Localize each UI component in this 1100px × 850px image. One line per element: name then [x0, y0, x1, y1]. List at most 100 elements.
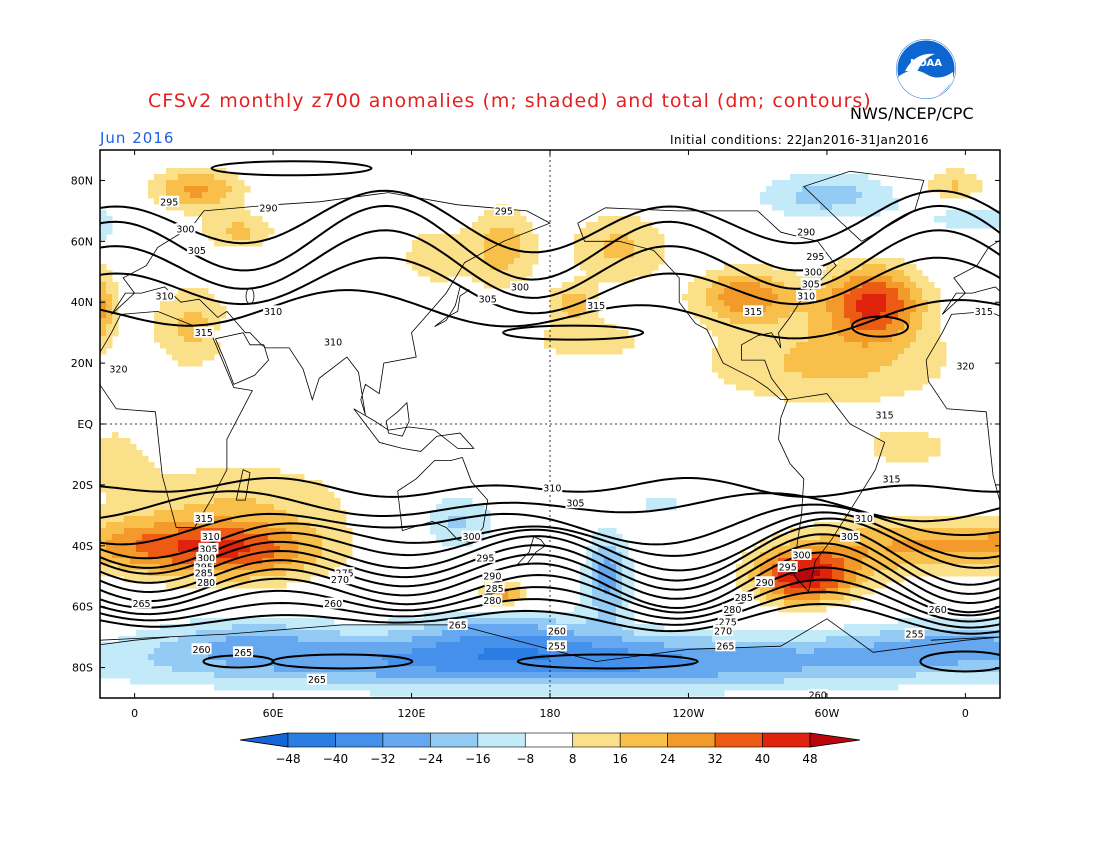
contour-label-text: 300 — [511, 283, 529, 294]
contour-label-text: 320 — [109, 365, 127, 376]
contour-label-text: 295 — [160, 197, 178, 208]
contour-label: 310 — [542, 481, 563, 494]
contour-label: 305 — [198, 542, 219, 555]
contour-label-text: 300 — [176, 225, 194, 236]
lat-label: EQ — [77, 418, 93, 431]
contour-label-text: 290 — [259, 203, 277, 214]
colorbar-label: 8 — [569, 752, 577, 766]
lon-label: 0 — [131, 707, 138, 720]
contour-label-text: 305 — [188, 246, 206, 257]
height-contour — [100, 189, 1000, 254]
contour-label: 320 — [955, 360, 976, 373]
contour-label-text: 260 — [192, 645, 210, 656]
agency-label: NWS/NCEP/CPC — [850, 104, 974, 123]
contour-label: 255 — [546, 640, 567, 653]
contour-label: 305 — [565, 497, 586, 510]
contour-label: 295 — [805, 250, 826, 263]
contour-label-text: 280 — [723, 605, 741, 616]
colorbar-swatch — [524, 732, 574, 748]
height-contour — [100, 204, 1000, 281]
contour-label-text: 305 — [802, 279, 820, 290]
lat-label: 40S — [72, 540, 93, 553]
colorbar-arrow-left — [239, 732, 289, 748]
initial-conditions: Initial conditions: 22Jan2016-31Jan2016 — [670, 133, 930, 147]
contour-label: 295 — [159, 195, 180, 208]
contour-label: 310 — [263, 305, 284, 318]
height-contour — [100, 602, 1000, 635]
contour-label-text: 260 — [809, 690, 827, 701]
contour-label-text: 305 — [199, 544, 217, 555]
contour-label: 285 — [484, 582, 505, 595]
contour-label: 285 — [733, 591, 754, 604]
contour-label: 255 — [904, 628, 925, 641]
contour-label: 265 — [447, 618, 468, 631]
contour-label: 275 — [717, 615, 738, 628]
axis-labels: 80N 60N 40N 20N EQ 20S 40S 60S 80S 0 60E 120E 180 120… — [71, 150, 1000, 720]
contour-label-text: 310 — [797, 292, 815, 303]
contour-label: 310 — [154, 290, 175, 303]
contour-label: 315 — [881, 472, 902, 485]
contour-label: 295 — [475, 551, 496, 564]
contour-label-text: 255 — [548, 642, 566, 653]
contour-label-text: 290 — [756, 578, 774, 589]
contour-label: 310 — [796, 290, 817, 303]
contour-label: 300 — [803, 265, 824, 278]
colorbar-label: −48 — [275, 752, 300, 766]
contour-label-text: 315 — [975, 307, 993, 318]
contour-label: 295 — [777, 561, 798, 574]
colorbar-swatch — [572, 732, 621, 748]
contour-label-text: 290 — [797, 228, 815, 239]
colorbar-label: 16 — [613, 752, 628, 766]
colorbar-label: −32 — [370, 752, 395, 766]
lat-label: 20S — [72, 479, 93, 492]
closed-contour — [502, 324, 645, 341]
contour-label: 260 — [546, 625, 567, 638]
contour-label: 315 — [743, 305, 764, 318]
map-title: CFSv2 monthly z700 anomalies (m; shaded)… — [148, 90, 872, 112]
closed-contour — [210, 160, 373, 177]
colorbar-label: 24 — [660, 752, 675, 766]
contour-label: 315 — [586, 299, 607, 312]
contour-label-text: 280 — [483, 596, 501, 607]
contour-label-text: 315 — [744, 307, 762, 318]
contour-label-text: 295 — [806, 252, 824, 263]
contour-label-text: 315 — [195, 328, 213, 339]
closed-contour — [851, 315, 909, 338]
contour-label: 260 — [927, 603, 948, 616]
contour-label: 300 — [196, 551, 217, 564]
contour-label: 300 — [461, 530, 482, 543]
contour-label-text: 265 — [716, 642, 734, 653]
colorbar-swatch — [477, 732, 526, 748]
closed-contour — [271, 653, 414, 670]
lon-label: 120E — [398, 707, 426, 720]
colorbar-label: 32 — [707, 752, 722, 766]
colorbar-swatch — [667, 732, 716, 748]
coastline-segment — [215, 332, 269, 385]
contour-label: 265 — [131, 597, 152, 610]
coastline-segment — [235, 469, 251, 501]
contour-label-text: 290 — [483, 572, 501, 583]
colorbar-label: −40 — [323, 752, 348, 766]
contour-label-text: 285 — [486, 584, 504, 595]
colorbar-swatch — [430, 732, 479, 748]
colorbar-label: 40 — [755, 752, 770, 766]
contour-label-text: 315 — [882, 474, 900, 485]
contour-label: 300 — [510, 281, 530, 294]
contour-label-text: 310 — [855, 514, 873, 525]
lon-label: 60W — [814, 707, 839, 720]
forecast-month: Jun 2016 — [100, 129, 175, 147]
colorbar-swatch — [762, 732, 811, 748]
contour-label: 295 — [493, 204, 514, 217]
contour-label-text: 310 — [202, 532, 220, 543]
contour-label-text: 315 — [587, 301, 605, 312]
coastline-segment — [353, 408, 475, 452]
contour-label: 315 — [193, 512, 214, 525]
coastline-segment — [385, 401, 410, 437]
contour-label-text: 295 — [495, 206, 513, 217]
contour-label-text: 305 — [479, 295, 497, 306]
contour-label: 310 — [323, 335, 344, 348]
contour-label-text: 285 — [735, 593, 753, 604]
